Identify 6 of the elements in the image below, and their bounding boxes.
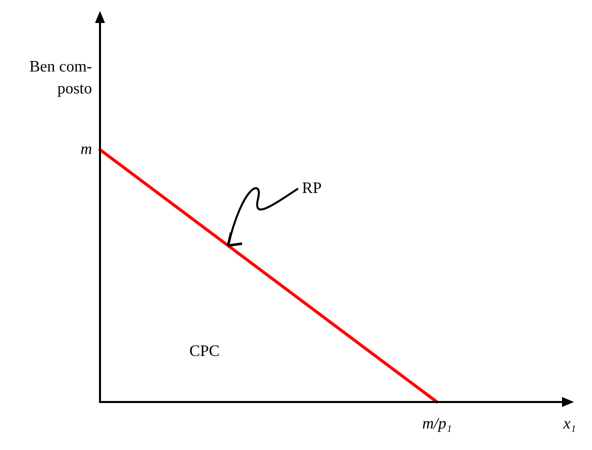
text: m/p₁: [422, 416, 452, 432]
annotation: CPC: [189, 343, 220, 360]
y-axis-title: Ben com- posto: [29, 58, 92, 98]
annotation: RP: [302, 180, 322, 198]
x-axis-title: x₁: [562, 416, 576, 432]
text: m: [80, 141, 92, 158]
